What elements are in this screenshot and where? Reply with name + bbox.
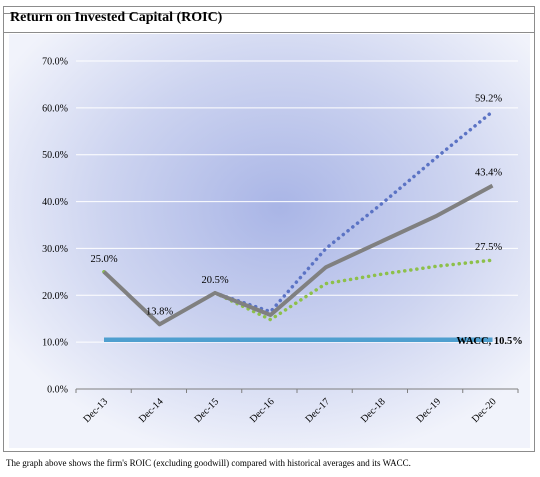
gridlines [76,60,518,343]
series-end-label: 43.4% [475,168,502,179]
y-tick-label: 10.0% [42,338,68,349]
y-tick-label: 70.0% [42,57,68,68]
roic-chart: 0.0%10.0%20.0%30.0%40.0%50.0%60.0%70.0% … [9,34,530,448]
data-labels: 25.0% 13.8% 20.5% 59.2% 27.5% 43.4% WACC, 10.5… [90,94,522,347]
series-end-label: 27.5% [475,242,502,253]
chart-caption: The graph above shows the firm's ROIC (e… [6,458,411,468]
y-tick-label: 40.0% [42,197,68,208]
y-tick-label: 60.0% [42,103,68,114]
data-label: 25.0% [90,254,117,265]
title-bar: Return on Invested Capital (ROIC) [4,7,534,33]
series-end-label: WACC, 10.5% [457,336,523,347]
data-label: 20.5% [201,275,228,286]
series-end-label: 59.2% [475,94,502,105]
series-lines [102,109,495,343]
y-tick-label: 30.0% [42,244,68,255]
y-axis: 0.0% 10.0% 20.0% 30.0% 40.0% 50.0% 60.0% 70.0% [42,57,68,396]
chart-background [9,34,530,448]
y-tick-label: 0.0% [47,385,68,396]
y-tick-label: 20.0% [42,291,68,302]
series-line [102,183,494,327]
chart-title: Return on Invested Capital (ROIC) [10,10,223,25]
y-tick-label: 50.0% [42,150,68,161]
data-label: 13.8% [146,306,173,317]
title-rule [4,13,534,14]
